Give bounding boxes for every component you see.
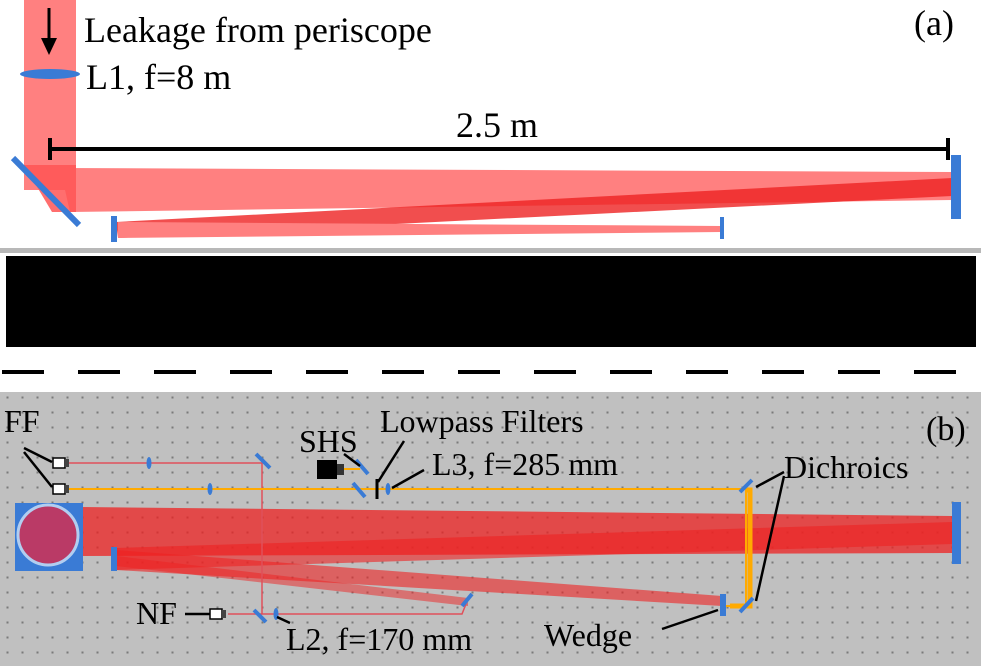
source-window — [16, 503, 80, 567]
fold-mirror-nf — [252, 608, 268, 624]
panel-a: Leakage from periscope L1, f=8 m 2.5 m (… — [10, 0, 961, 242]
nf-camera-back — [222, 610, 226, 618]
fold-mirror-ff — [254, 452, 272, 470]
to-pickoff-beam — [116, 556, 468, 606]
shs-mirror-2 — [351, 481, 367, 499]
end-mirror-a — [951, 155, 961, 219]
shs-leader — [343, 453, 361, 467]
wedge-label: Wedge — [544, 617, 632, 653]
ff-camera-2-back — [65, 485, 69, 493]
pickoff-mirror-b — [460, 592, 474, 608]
ff-leader-2 — [23, 451, 53, 488]
dichroic-1 — [738, 478, 754, 494]
panel-b-label: (b) — [926, 411, 966, 448]
lens-l1-label: L1, f=8 m — [86, 57, 231, 97]
wedge — [720, 594, 726, 616]
lowpass-label: Lowpass Filters — [380, 403, 584, 439]
ff-leader-1 — [23, 446, 53, 464]
ff-label: FF — [4, 403, 40, 439]
beam-overlap — [24, 165, 76, 212]
small-mirror-a — [111, 216, 117, 242]
ff-camera-2 — [52, 483, 66, 495]
shs-label: SHS — [299, 423, 358, 459]
shs-sensor-nose — [337, 464, 344, 475]
lens-ff-orange — [207, 483, 213, 495]
pickoff-mirror-a — [720, 217, 724, 239]
leakage-label: Leakage from periscope — [84, 10, 432, 50]
black-wall — [6, 256, 976, 347]
ff-camera-1 — [52, 457, 66, 469]
l2-label: L2, f=170 mm — [286, 621, 472, 657]
panel-a-label: (a) — [914, 3, 954, 43]
shs-sensor — [317, 460, 337, 479]
end-mirror-b — [952, 502, 961, 564]
dichroic-2 — [738, 596, 755, 614]
pickoff-beam — [118, 222, 722, 238]
turning-mirror — [10, 155, 82, 228]
arrow-head-icon — [41, 38, 57, 55]
distance-label: 2.5 m — [456, 105, 538, 145]
orange-path-thick — [730, 487, 753, 609]
shs-mirror-1 — [354, 458, 370, 476]
lens-ff-red — [146, 457, 152, 469]
dichroics-label: Dichroics — [784, 449, 908, 485]
l2-leader — [276, 615, 291, 625]
ff-camera-1-back — [65, 459, 69, 467]
panel-b: (b) FF SHS Lowpass Filters L3, f=285 mm … — [0, 392, 981, 666]
lowpass-leader — [376, 440, 406, 483]
dichroic-leader-1 — [755, 470, 785, 489]
dichroic-leader-2 — [754, 475, 786, 602]
return-beam-b — [116, 522, 952, 570]
small-mirror-b — [111, 547, 117, 571]
return-beam — [116, 178, 952, 238]
lens-l3 — [385, 483, 391, 495]
lens-l1 — [20, 69, 80, 79]
nf-label: NF — [136, 595, 177, 631]
nf-camera — [209, 608, 223, 620]
gray-separator — [0, 248, 981, 253]
wedge-leader — [661, 608, 719, 631]
l3-leader — [391, 468, 425, 490]
to-wedge-beam — [116, 550, 722, 606]
l3-label: L3, f=285 mm — [432, 446, 618, 482]
